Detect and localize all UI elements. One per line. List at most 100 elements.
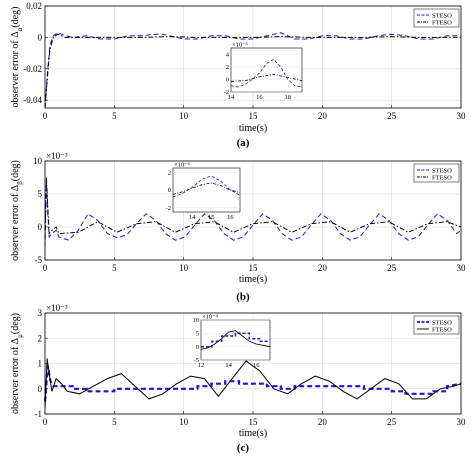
inset-y-tick-label: 0 — [226, 77, 229, 84]
y-tick-label: 0.02 — [26, 1, 42, 11]
legend-label-steso: STESO — [432, 319, 452, 326]
y-axis-label: observer error of Δμ(deg) — [10, 313, 24, 414]
inset-series-line-fteso — [230, 73, 303, 82]
inset-frame — [230, 47, 303, 93]
x-tick-label: 25 — [387, 111, 397, 121]
inset-y-tick-label: 0 — [168, 187, 171, 194]
x-tick-label: 30 — [457, 417, 467, 427]
y-axis-label-sub: α — [16, 27, 24, 31]
y-exponent-label: ×10⁻³ — [46, 303, 68, 313]
x-tick-label: 30 — [457, 263, 467, 273]
series-line-steso — [44, 180, 462, 247]
legend-label-fteso: FTESO — [432, 174, 452, 181]
x-tick-label: 25 — [387, 263, 397, 273]
inset-y-tick-label: 2 — [168, 170, 171, 177]
legend-label-fteso: FTESO — [432, 19, 452, 26]
y-axis-label-unit: (deg) — [10, 160, 21, 181]
inset-plot: -5 0 5 10 12 14 16 ×10⁻⁴ — [193, 314, 271, 369]
y-tick-label: 0 — [38, 384, 43, 394]
panel-caption: (c) — [237, 442, 250, 454]
inset-y-tick-label: 4 — [226, 51, 230, 58]
y-tick-label: 10 — [33, 156, 43, 166]
inset-y-tick-label: -2 — [224, 89, 229, 96]
y-tick-label: 0 — [38, 32, 43, 42]
inset-frame — [200, 319, 271, 361]
y-axis-label-main: observer error of Δ — [10, 31, 21, 108]
x-tick-label: 10 — [179, 417, 189, 427]
legend-label-fteso: FTESO — [432, 326, 452, 333]
y-tick-label: 5 — [38, 189, 43, 199]
inset-x-tick-label: 14 — [228, 94, 235, 101]
y-axis-label: observer error of Δα(deg) — [10, 7, 24, 108]
inset-y-tick-label: 2 — [226, 64, 229, 71]
series-line-steso — [44, 32, 461, 109]
inset-series-line-steso — [172, 175, 241, 198]
series-line-steso — [43, 365, 462, 402]
x-tick-label: 20 — [318, 417, 328, 427]
series-line-fteso — [44, 358, 462, 409]
y-tick-label: -1 — [35, 409, 43, 419]
inset-exponent-label: ×10⁻⁴ — [202, 314, 219, 321]
y-axis-label-main: observer error of Δ — [10, 184, 21, 261]
inset-plot: -2 0 2 4 14 16 18 ×10⁻³ — [224, 42, 303, 101]
inset-y-tick-label: -5 — [194, 357, 199, 364]
y-exponent-label: ×10⁻³ — [46, 151, 68, 161]
x-axis-label: time(s) — [239, 428, 267, 439]
x-tick-label: 5 — [112, 417, 117, 427]
y-tick-label: 3 — [38, 308, 43, 318]
y-axis-label-unit: (deg) — [10, 7, 21, 28]
x-tick-label: 10 — [179, 263, 189, 273]
y-tick-label: -5 — [35, 255, 43, 265]
x-tick-label: 25 — [387, 417, 397, 427]
x-tick-label: 15 — [249, 417, 259, 427]
x-tick-label: 5 — [112, 263, 117, 273]
inset-plot: -2 0 2 14 15 16 ×10⁻³ — [166, 162, 241, 221]
inset-series-line-fteso — [200, 330, 271, 350]
inset-x-tick-label: 14 — [189, 214, 196, 221]
inset-y-tick-label: 5 — [196, 331, 199, 338]
x-axis-label: time(s) — [239, 274, 267, 285]
x-tick-label: 0 — [43, 417, 48, 427]
inset-x-tick-label: 15 — [208, 214, 215, 221]
y-tick-label: 1 — [38, 359, 43, 369]
x-tick-label: 20 — [318, 263, 328, 273]
legend-box — [413, 315, 460, 335]
inset-exponent-label: ×10⁻³ — [174, 162, 190, 169]
y-tick-label: -0.02 — [23, 64, 42, 74]
y-axis-label: observer error of Δβ(deg) — [10, 160, 24, 261]
y-tick-label: -0.04 — [23, 95, 42, 105]
inset-exponent-label: ×10⁻³ — [232, 42, 248, 49]
inset-x-tick-label: 16 — [253, 362, 260, 369]
x-tick-label: 0 — [43, 263, 48, 273]
panel-caption: (b) — [236, 291, 250, 303]
legend-label-steso: STESO — [432, 167, 452, 174]
inset-series-line-steso — [201, 332, 270, 348]
y-tick-label: 2 — [38, 333, 43, 343]
y-axis-label-main: observer error of Δ — [10, 337, 21, 414]
inset-x-tick-label: 16 — [227, 214, 234, 221]
panel-caption: (a) — [237, 137, 250, 149]
x-tick-label: 15 — [249, 263, 259, 273]
inset-y-tick-label: 10 — [193, 317, 200, 324]
inset-series-line-steso — [230, 58, 303, 88]
inset-y-tick-label: -2 — [166, 205, 171, 212]
x-tick-label: 10 — [179, 111, 189, 121]
legend-box — [413, 8, 460, 28]
legend-label-steso: STESO — [432, 12, 452, 19]
y-tick-label: 0 — [38, 222, 43, 232]
x-axis-label: time(s) — [239, 123, 267, 134]
inset-x-tick-label: 16 — [256, 94, 263, 101]
inset-x-tick-label: 12 — [198, 362, 205, 369]
series-line-fteso — [44, 33, 461, 109]
y-axis-label-sub: μ — [16, 334, 24, 338]
x-tick-label: 15 — [249, 111, 259, 121]
x-tick-label: 5 — [112, 111, 117, 121]
x-tick-label: 0 — [43, 111, 48, 121]
x-tick-label: 30 — [457, 111, 467, 121]
legend-box — [413, 163, 460, 183]
inset-y-tick-label: 0 — [196, 344, 199, 351]
inset-x-tick-label: 18 — [285, 94, 292, 101]
